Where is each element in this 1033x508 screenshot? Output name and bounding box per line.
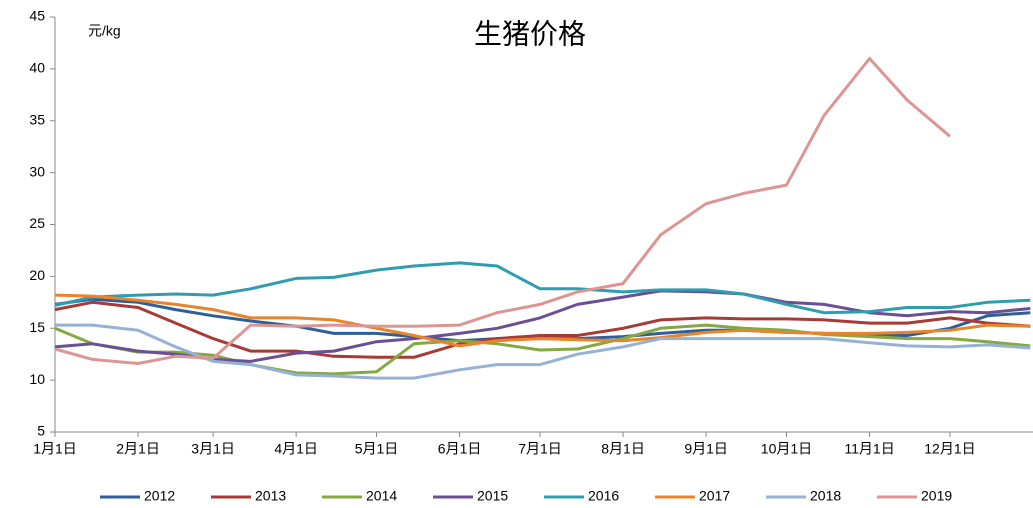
legend-label: 2013 [255, 488, 286, 504]
x-tick-label: 10月1日 [761, 441, 812, 457]
y-tick-label: 45 [29, 8, 45, 24]
legend-label: 2014 [366, 488, 397, 504]
legend-label: 2017 [699, 488, 730, 504]
x-tick-label: 8月1日 [601, 441, 645, 457]
y-tick-label: 20 [29, 267, 45, 283]
x-tick-label: 7月1日 [518, 441, 562, 457]
x-tick-label: 2月1日 [116, 441, 160, 457]
series-line [54, 293, 1031, 348]
x-tick-label: 12月1日 [924, 441, 975, 457]
y-tick-label: 40 [29, 60, 45, 76]
x-tick-label: 1月1日 [33, 441, 77, 457]
x-tick-label: 6月1日 [438, 441, 482, 457]
y-tick-label: 5 [37, 423, 45, 439]
x-tick-label: 4月1日 [274, 441, 318, 457]
legend-label: 2016 [588, 488, 619, 504]
legend-label: 2019 [921, 488, 952, 504]
x-tick-label: 5月1日 [355, 441, 399, 457]
series-line [54, 323, 1031, 376]
series-line [54, 57, 951, 365]
y-tick-label: 10 [29, 371, 45, 387]
chart-title: 生猪价格 [474, 18, 586, 51]
series-line [54, 300, 1031, 359]
y-tick-label: 15 [29, 319, 45, 335]
x-tick-label: 9月1日 [684, 441, 728, 457]
series-line [54, 261, 1031, 315]
y-axis-label: 元/kg [88, 23, 121, 39]
legend-label: 2018 [810, 488, 841, 504]
series-line [55, 323, 1031, 380]
legend-label: 2015 [477, 488, 508, 504]
y-tick-label: 30 [29, 163, 45, 179]
legend-label: 2012 [144, 488, 175, 504]
x-tick-label: 3月1日 [191, 441, 235, 457]
y-tick-label: 35 [29, 111, 45, 127]
x-tick-label: 11月1日 [844, 441, 894, 457]
y-tick-label: 25 [29, 215, 45, 231]
